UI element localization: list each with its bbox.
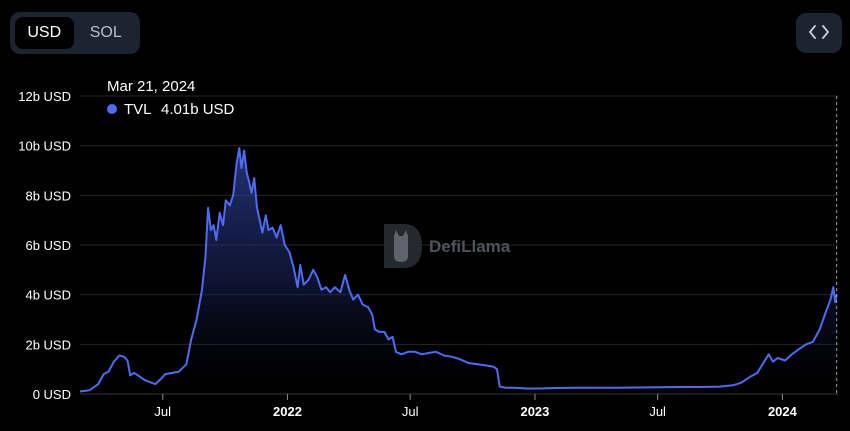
tooltip-date: Mar 21, 2024 <box>107 78 195 95</box>
watermark-text: DefiLlama <box>429 237 511 256</box>
llama-icon <box>384 224 422 268</box>
y-tick-label: 6b USD <box>25 238 71 253</box>
tooltip-value: 4.01b USD <box>161 101 235 118</box>
usd-toggle-button[interactable]: USD <box>15 17 74 49</box>
code-brackets-icon <box>809 24 829 42</box>
y-axis: 0 USD 2b USD 4b USD 6b USD 8b USD 10b USD 12b … <box>18 89 71 402</box>
sol-toggle-button[interactable]: SOL <box>77 17 136 49</box>
x-tick-label: 2022 <box>273 404 302 419</box>
y-tick-label: 10b USD <box>18 139 71 154</box>
series-area-fill <box>80 148 837 394</box>
x-tick-label: 2023 <box>520 404 549 419</box>
tooltip-series-marker <box>107 104 117 114</box>
series-line <box>79 147 838 393</box>
y-tick-label: 0 USD <box>33 387 71 402</box>
currency-toggle: USD SOL <box>10 12 140 54</box>
series-area <box>79 147 838 394</box>
tooltip: Mar 21, 2024 TVL 4.01b USD <box>107 78 235 118</box>
y-tick-label: 4b USD <box>25 288 71 303</box>
x-tick-label: 2024 <box>768 404 798 419</box>
x-tick-label: Jul <box>402 404 419 419</box>
watermark: DefiLlama <box>384 224 511 268</box>
tooltip-series-name: TVL <box>124 101 152 118</box>
embed-code-button[interactable] <box>796 13 842 53</box>
x-axis: Jul 2022 Jul 2023 Jul 2024 <box>154 394 798 419</box>
x-tick-label: Jul <box>649 404 666 419</box>
y-tick-label: 12b USD <box>18 89 71 104</box>
y-tick-label: 2b USD <box>25 337 71 352</box>
x-tick-label: Jul <box>154 404 171 419</box>
y-tick-label: 8b USD <box>25 188 71 203</box>
